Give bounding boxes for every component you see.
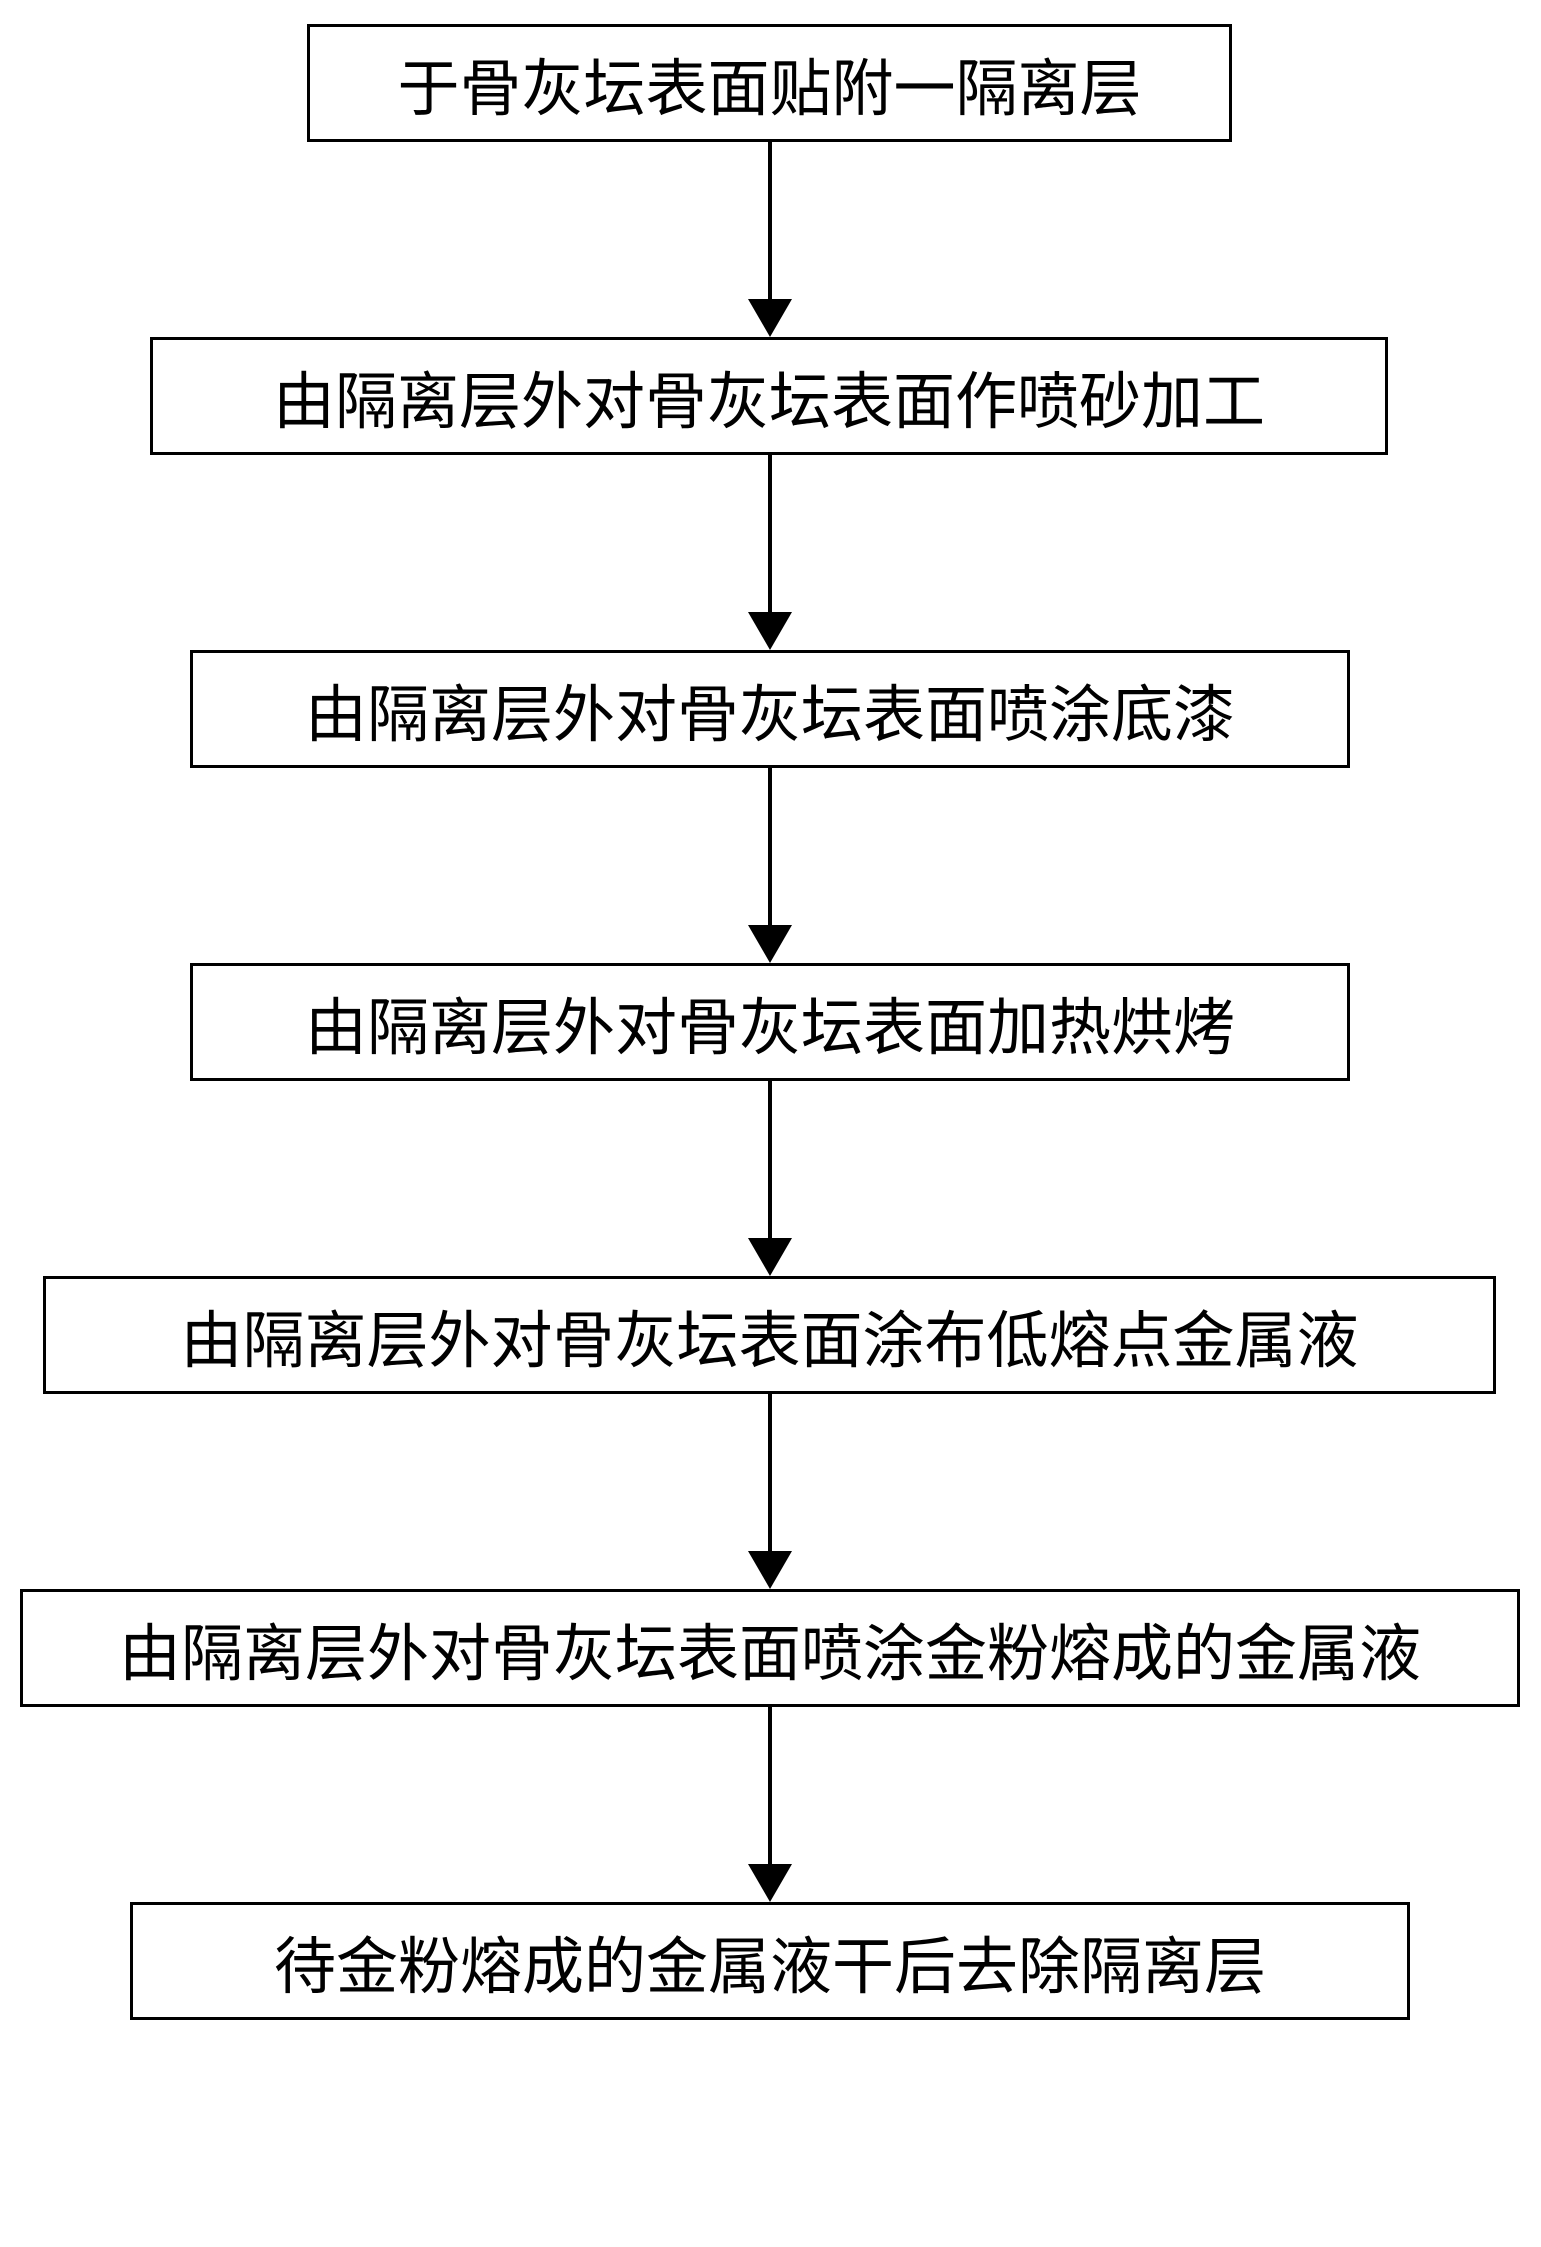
- flow-step-4: 由隔离层外对骨灰坛表面加热烘烤: [190, 963, 1350, 1081]
- flow-step-5: 由隔离层外对骨灰坛表面涂布低熔点金属液: [43, 1276, 1496, 1394]
- flow-step-label: 由隔离层外对骨灰坛表面喷涂金粉熔成的金属液: [119, 1603, 1421, 1693]
- arrow-head-6: [748, 1864, 792, 1902]
- flow-step-1: 于骨灰坛表面贴附一隔离层: [307, 24, 1232, 142]
- arrow-head-4: [748, 1238, 792, 1276]
- arrow-shaft-4: [768, 1081, 772, 1238]
- arrow-head-2: [748, 612, 792, 650]
- flow-step-label: 由隔离层外对骨灰坛表面作喷砂加工: [273, 351, 1265, 441]
- flowchart-canvas: 于骨灰坛表面贴附一隔离层由隔离层外对骨灰坛表面作喷砂加工由隔离层外对骨灰坛表面喷…: [0, 0, 1541, 2247]
- flow-step-3: 由隔离层外对骨灰坛表面喷涂底漆: [190, 650, 1350, 768]
- flow-step-label: 由隔离层外对骨灰坛表面喷涂底漆: [305, 664, 1235, 754]
- arrow-head-1: [748, 299, 792, 337]
- arrow-shaft-1: [768, 142, 772, 299]
- arrow-shaft-5: [768, 1394, 772, 1551]
- flow-step-6: 由隔离层外对骨灰坛表面喷涂金粉熔成的金属液: [20, 1589, 1520, 1707]
- arrow-shaft-2: [768, 455, 772, 612]
- arrow-head-3: [748, 925, 792, 963]
- arrow-shaft-6: [768, 1707, 772, 1864]
- flow-step-2: 由隔离层外对骨灰坛表面作喷砂加工: [150, 337, 1388, 455]
- flow-step-label: 由隔离层外对骨灰坛表面加热烘烤: [305, 977, 1235, 1067]
- flow-step-label: 于骨灰坛表面贴附一隔离层: [397, 38, 1141, 128]
- arrow-head-5: [748, 1551, 792, 1589]
- flow-step-label: 由隔离层外对骨灰坛表面涂布低熔点金属液: [180, 1290, 1358, 1380]
- flow-step-label: 待金粉熔成的金属液干后去除隔离层: [274, 1916, 1266, 2006]
- arrow-shaft-3: [768, 768, 772, 925]
- flow-step-7: 待金粉熔成的金属液干后去除隔离层: [130, 1902, 1410, 2020]
